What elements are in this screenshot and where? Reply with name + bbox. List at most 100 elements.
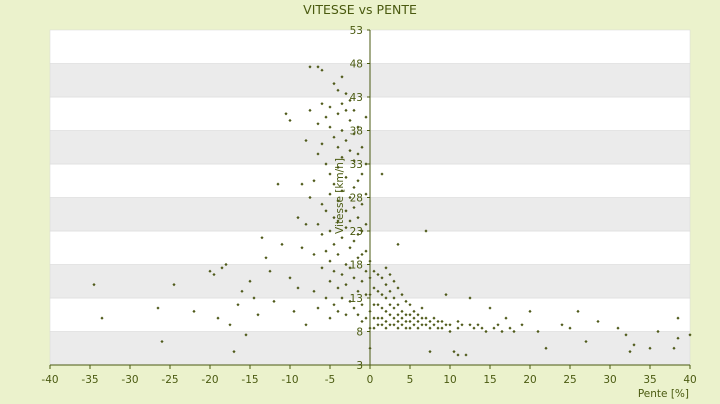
data-point	[376, 316, 380, 320]
data-point	[316, 152, 320, 156]
data-point	[436, 326, 440, 330]
data-point	[404, 299, 408, 303]
data-point	[448, 329, 452, 334]
data-point	[328, 125, 332, 129]
data-point	[344, 226, 348, 230]
data-point	[440, 319, 444, 324]
data-point	[320, 266, 324, 270]
data-point	[348, 98, 352, 102]
data-point	[412, 309, 416, 313]
data-point	[340, 155, 344, 159]
data-point	[348, 266, 352, 270]
data-point	[332, 135, 336, 139]
x-tick-label: 5	[407, 374, 414, 386]
data-point	[388, 323, 392, 327]
data-point	[344, 262, 348, 267]
data-point	[616, 326, 620, 330]
y-tick-label: 53	[350, 25, 363, 37]
data-point	[348, 195, 352, 200]
data-point	[508, 326, 512, 330]
x-tick-label: 35	[643, 374, 656, 386]
x-axis: -40 -35 -30 -25 -20 -15 -10 -5 0 5 10 15 20 25 30 35 40	[41, 364, 697, 386]
data-point	[420, 306, 424, 310]
data-point	[688, 333, 692, 337]
data-point	[364, 222, 368, 226]
data-point	[172, 283, 176, 287]
data-point	[400, 309, 404, 313]
y-tick-label: 28	[350, 193, 363, 205]
data-point	[360, 229, 364, 233]
data-point	[404, 326, 408, 330]
data-point	[316, 65, 320, 69]
data-point	[364, 192, 368, 196]
data-point	[360, 303, 364, 307]
data-point	[316, 122, 320, 126]
data-point	[336, 199, 340, 203]
data-point	[360, 279, 364, 283]
data-point	[380, 323, 384, 327]
data-point	[568, 326, 572, 330]
data-point	[356, 313, 360, 317]
data-point	[296, 216, 300, 220]
data-point	[352, 185, 356, 190]
data-point	[456, 326, 460, 330]
x-tick-label: 20	[523, 374, 536, 386]
data-point	[408, 303, 412, 307]
data-point	[360, 252, 364, 257]
data-point	[416, 326, 420, 330]
data-point	[384, 296, 388, 300]
data-point	[352, 205, 356, 210]
data-point	[676, 336, 680, 340]
data-point	[368, 276, 372, 280]
data-point	[380, 172, 384, 176]
data-point	[288, 276, 292, 280]
data-point	[356, 179, 360, 183]
data-point	[392, 306, 396, 310]
data-point	[224, 262, 228, 267]
data-point	[376, 323, 380, 327]
data-point	[340, 75, 344, 79]
data-point	[512, 329, 516, 334]
data-point	[672, 346, 676, 350]
data-point	[360, 172, 364, 176]
data-point	[384, 309, 388, 313]
data-point	[476, 323, 480, 327]
data-point	[400, 293, 404, 297]
data-point	[348, 118, 352, 123]
data-point	[440, 326, 444, 330]
data-point	[280, 242, 284, 246]
data-point	[432, 316, 436, 320]
data-point	[320, 142, 324, 146]
data-point	[368, 346, 372, 350]
data-point	[356, 232, 360, 236]
data-point	[364, 269, 368, 273]
data-point	[484, 329, 488, 334]
data-point	[332, 242, 336, 246]
x-tick-label: -40	[41, 374, 58, 386]
data-point	[392, 279, 396, 283]
y-tick-label: 23	[350, 226, 363, 238]
data-point	[372, 303, 376, 307]
data-point	[328, 279, 332, 283]
data-point	[364, 162, 368, 166]
y-tick-label: 33	[350, 159, 363, 171]
data-point	[428, 326, 432, 330]
data-point	[460, 323, 464, 327]
x-tick-label: -10	[281, 374, 298, 386]
x-tick-label: 40	[683, 374, 696, 386]
data-point	[368, 309, 372, 313]
data-point	[364, 115, 368, 119]
x-tick-label: -30	[121, 374, 138, 386]
data-point	[320, 68, 324, 72]
data-point	[352, 276, 356, 280]
data-point	[360, 319, 364, 324]
data-point	[100, 316, 104, 320]
data-point	[332, 182, 336, 186]
data-point	[156, 306, 160, 310]
data-point	[340, 296, 344, 300]
data-point	[332, 82, 336, 86]
data-point	[500, 329, 504, 334]
data-point	[212, 272, 216, 277]
